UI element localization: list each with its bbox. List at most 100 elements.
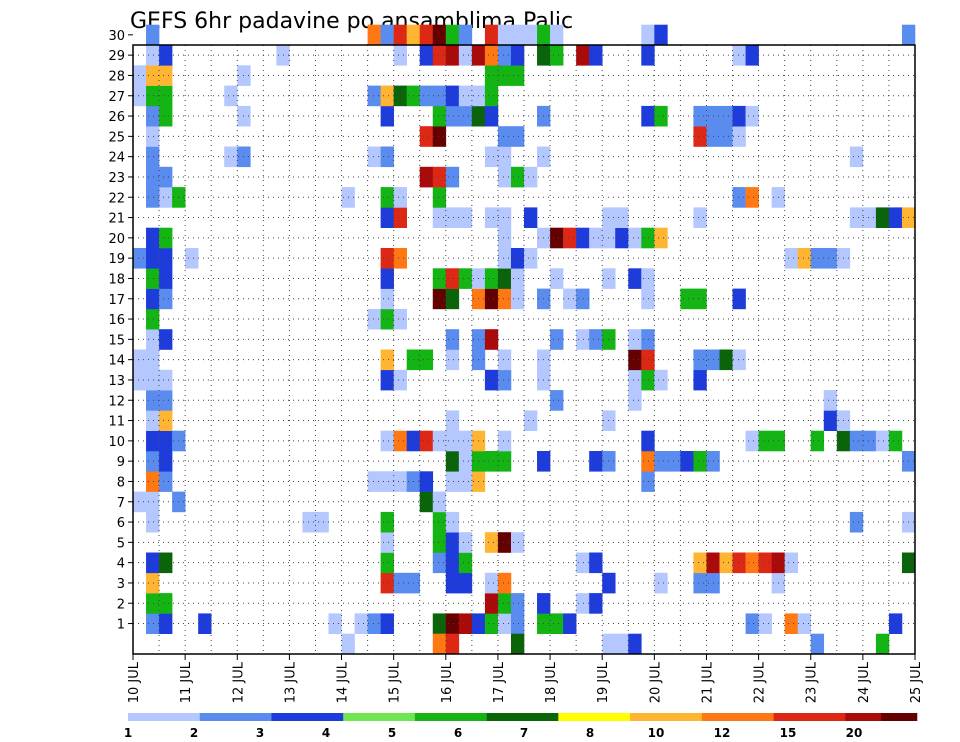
- heatmap-cell: [510, 613, 525, 634]
- heatmap-cell: [432, 24, 447, 46]
- heatmap-cell: [510, 166, 525, 188]
- heatmap-cell: [445, 430, 460, 452]
- heatmap-cell: [510, 288, 525, 310]
- x-tick-label: 22 JUL: [753, 661, 768, 703]
- heatmap-cell: [497, 288, 512, 310]
- heatmap-cell: [524, 166, 538, 188]
- y-tick-label: 24: [108, 151, 125, 166]
- heatmap-cell: [146, 430, 160, 452]
- heatmap-cell: [159, 288, 173, 310]
- heatmap-cell: [419, 430, 434, 452]
- heatmap-cell: [146, 451, 160, 472]
- colorbar-segment: [701, 713, 774, 721]
- heatmap-cell: [146, 126, 160, 147]
- heatmap-cell: [341, 633, 355, 655]
- heatmap-cell: [432, 268, 447, 289]
- colorbar-label: 10: [648, 726, 665, 740]
- heatmap-cell: [628, 329, 642, 350]
- heatmap-cell: [693, 349, 707, 371]
- heatmap-cell: [628, 633, 642, 655]
- heatmap-cell: [367, 85, 381, 107]
- heatmap-cell: [576, 593, 590, 614]
- heatmap-cell: [484, 451, 499, 472]
- heatmap-cell: [510, 45, 525, 66]
- heatmap-cell: [393, 187, 407, 208]
- heatmap-cell: [445, 288, 460, 310]
- heatmap-cell: [563, 227, 577, 249]
- colorbar-segment: [128, 713, 201, 721]
- heatmap-cell: [146, 24, 160, 46]
- heatmap-cell: [133, 248, 147, 269]
- heatmap-cell: [380, 613, 394, 634]
- colorbar-label: 4: [322, 726, 330, 740]
- heatmap-cell: [432, 126, 447, 147]
- heatmap-cell: [693, 207, 707, 228]
- heatmap-cell: [484, 24, 499, 46]
- y-tick-label: 20: [108, 232, 125, 247]
- plot-frame: [132, 44, 916, 655]
- heatmap-cell: [445, 552, 460, 574]
- y-tick-label: 26: [108, 110, 125, 125]
- x-tick-label: 15 JUL: [388, 661, 403, 703]
- heatmap-cell: [380, 572, 394, 594]
- colorbar-label: 8: [586, 726, 594, 740]
- heatmap-cell: [589, 227, 603, 249]
- heatmap-cell: [380, 349, 394, 371]
- heatmap-cell: [367, 146, 381, 168]
- y-axis-ticks: 1234567891011121314151617181920212223242…: [108, 29, 133, 633]
- heatmap-cell: [497, 369, 512, 391]
- heatmap-cell: [302, 511, 316, 533]
- heatmap-cell: [628, 390, 642, 411]
- heatmap-cell: [146, 349, 160, 371]
- heatmap-cell: [693, 105, 707, 127]
- y-tick-label: 22: [108, 191, 125, 206]
- y-tick-label: 19: [108, 252, 125, 267]
- heatmap-cell: [159, 390, 173, 411]
- y-tick-label: 29: [108, 49, 125, 64]
- heatmap-cell: [680, 288, 694, 310]
- heatmap-cell: [380, 105, 394, 127]
- heatmap-cell: [563, 288, 577, 310]
- heatmap-cell: [628, 227, 642, 249]
- y-tick-label: 30: [108, 29, 125, 44]
- heatmap-cell: [380, 308, 394, 330]
- heatmap-cell: [146, 471, 160, 492]
- x-tick-label: 10 JUL: [127, 661, 142, 703]
- colorbar-label: 6: [454, 726, 462, 740]
- heatmap-cell: [732, 45, 746, 66]
- y-tick-label: 8: [117, 475, 125, 490]
- heatmap-cell: [484, 268, 499, 289]
- y-tick-label: 12: [108, 394, 125, 409]
- heatmap-cell: [380, 532, 394, 553]
- colorbar-label: 2: [190, 726, 198, 740]
- heatmap-cell: [380, 369, 394, 391]
- heatmap-cell: [445, 85, 460, 107]
- y-tick-label: 9: [117, 455, 125, 470]
- heatmap-cell: [693, 572, 707, 594]
- heatmap-cell: [550, 24, 564, 46]
- heatmap-cell: [589, 593, 603, 614]
- heatmap-cell: [693, 552, 707, 574]
- heatmap-cell: [445, 633, 460, 655]
- heatmap-cell: [641, 369, 655, 391]
- heatmap-cell: [458, 105, 473, 127]
- heatmap-cell: [146, 491, 160, 513]
- heatmap-cell: [615, 633, 629, 655]
- heatmap-cell: [745, 430, 759, 452]
- heatmap-cell: [458, 613, 473, 634]
- heatmap-cell: [445, 268, 460, 289]
- heatmap-cell: [641, 105, 655, 127]
- heatmap-cell: [419, 166, 434, 188]
- y-tick-label: 11: [108, 415, 125, 430]
- heatmap-cell: [823, 390, 838, 411]
- heatmap-cell: [380, 430, 394, 452]
- heatmap-cell: [875, 207, 890, 228]
- heatmap-cell: [810, 633, 825, 655]
- heatmap-cell: [380, 288, 394, 310]
- colorbar-label: 7: [520, 726, 528, 740]
- heatmap-cell: [432, 105, 447, 127]
- heatmap-cell: [380, 146, 394, 168]
- heatmap-cell: [510, 126, 525, 147]
- heatmap-cell: [380, 85, 394, 107]
- heatmap-cell: [484, 45, 499, 66]
